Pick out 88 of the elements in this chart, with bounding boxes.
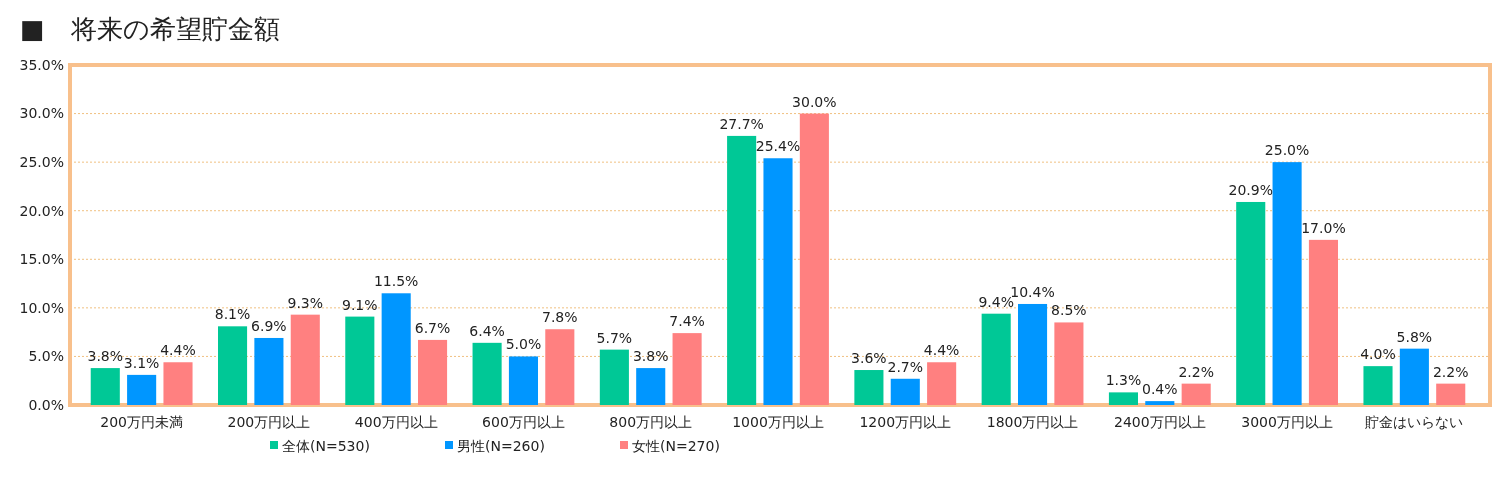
bar xyxy=(672,333,702,405)
bar xyxy=(1054,322,1084,405)
x-tick-label: 貯金はいらない xyxy=(1365,414,1464,430)
bar xyxy=(290,314,320,405)
data-label: 6.4% xyxy=(469,322,505,339)
bar xyxy=(1308,239,1338,405)
data-label: 9.3% xyxy=(287,294,324,311)
bar xyxy=(345,316,375,405)
x-tick-label: 2400万円以上 xyxy=(1114,414,1206,430)
data-label: 4.4% xyxy=(923,342,960,359)
y-tick-label: 0.0% xyxy=(28,396,64,413)
bar xyxy=(418,339,448,405)
data-label: 20.9% xyxy=(1228,181,1273,198)
bar xyxy=(799,113,829,405)
bar xyxy=(218,326,248,405)
bar xyxy=(1363,366,1393,405)
data-label: 0.4% xyxy=(1142,381,1178,398)
data-label: 5.8% xyxy=(1396,328,1433,345)
bar xyxy=(90,368,120,405)
y-tick-label: 15.0% xyxy=(19,251,64,268)
legend-label: 全体(N=530) xyxy=(282,438,370,454)
bar xyxy=(1272,162,1302,405)
y-tick-label: 25.0% xyxy=(19,154,64,171)
bar xyxy=(1145,401,1175,405)
bar xyxy=(381,293,411,405)
data-label: 3.8% xyxy=(87,348,124,365)
bar xyxy=(727,135,757,405)
data-label: 8.1% xyxy=(214,306,251,323)
bar xyxy=(1236,201,1266,405)
bar xyxy=(981,313,1011,405)
data-label: 17.0% xyxy=(1301,219,1346,236)
data-label: 30.0% xyxy=(792,93,837,110)
data-label: 6.7% xyxy=(414,319,451,336)
data-label: 11.5% xyxy=(373,273,419,290)
data-label: 7.8% xyxy=(542,309,578,326)
bar xyxy=(854,370,884,405)
bar xyxy=(1399,348,1429,405)
bar xyxy=(1181,383,1211,405)
legend-label: 女性(N=270) xyxy=(632,438,720,454)
bar xyxy=(545,329,575,405)
y-tick-label: 35.0% xyxy=(19,56,64,73)
x-tick-label: 1800万円以上 xyxy=(986,414,1079,430)
legend-label: 男性(N=260) xyxy=(457,438,545,454)
data-label: 2.2% xyxy=(1432,363,1469,380)
data-label: 5.7% xyxy=(596,329,633,346)
x-tick-label: 1200万円以上 xyxy=(859,414,952,430)
x-tick-label: 1000万円以上 xyxy=(732,414,824,430)
bar xyxy=(163,362,193,405)
y-tick-label: 5.0% xyxy=(28,348,64,365)
data-label: 7.4% xyxy=(669,313,705,330)
data-label: 8.5% xyxy=(1051,302,1087,319)
bar xyxy=(1018,303,1048,405)
y-tick-label: 20.0% xyxy=(19,202,64,219)
x-tick-label: 200万円未満 xyxy=(100,414,183,430)
data-label: 1.3% xyxy=(1105,372,1142,389)
bar xyxy=(763,158,793,405)
y-tick-label: 30.0% xyxy=(19,105,64,122)
bar xyxy=(127,374,157,405)
data-label: 3.6% xyxy=(851,350,887,367)
data-label: 2.2% xyxy=(1178,363,1214,380)
data-label: 9.1% xyxy=(342,296,378,313)
bar xyxy=(927,362,957,405)
bar xyxy=(599,349,629,405)
bar xyxy=(890,378,920,405)
x-tick-label: 200万円以上 xyxy=(227,414,311,430)
y-tick-label: 10.0% xyxy=(19,299,64,316)
data-label: 5.0% xyxy=(505,336,542,353)
bar xyxy=(472,342,502,405)
data-label: 4.0% xyxy=(1360,346,1396,363)
data-label: 2.7% xyxy=(887,358,924,375)
x-tick-label: 3000万円以上 xyxy=(1241,414,1333,430)
data-label: 6.9% xyxy=(251,317,287,334)
data-label: 25.0% xyxy=(1264,142,1310,159)
bar xyxy=(508,356,538,405)
bar xyxy=(1108,392,1138,405)
data-label: 3.8% xyxy=(632,348,669,365)
data-label: 25.4% xyxy=(755,138,801,155)
x-tick-label: 600万円以上 xyxy=(482,414,565,430)
x-tick-label: 800万円以上 xyxy=(609,414,693,430)
x-tick-label: 400万円以上 xyxy=(354,414,438,430)
bar xyxy=(1436,383,1466,405)
bar xyxy=(636,368,666,405)
data-label: 27.7% xyxy=(719,115,764,132)
data-label: 3.1% xyxy=(123,354,160,371)
data-label: 10.4% xyxy=(1010,283,1055,300)
chart-title: ■ 将来の希望貯金額 xyxy=(20,14,280,44)
bar xyxy=(254,337,284,405)
data-label: 4.4% xyxy=(160,342,196,359)
